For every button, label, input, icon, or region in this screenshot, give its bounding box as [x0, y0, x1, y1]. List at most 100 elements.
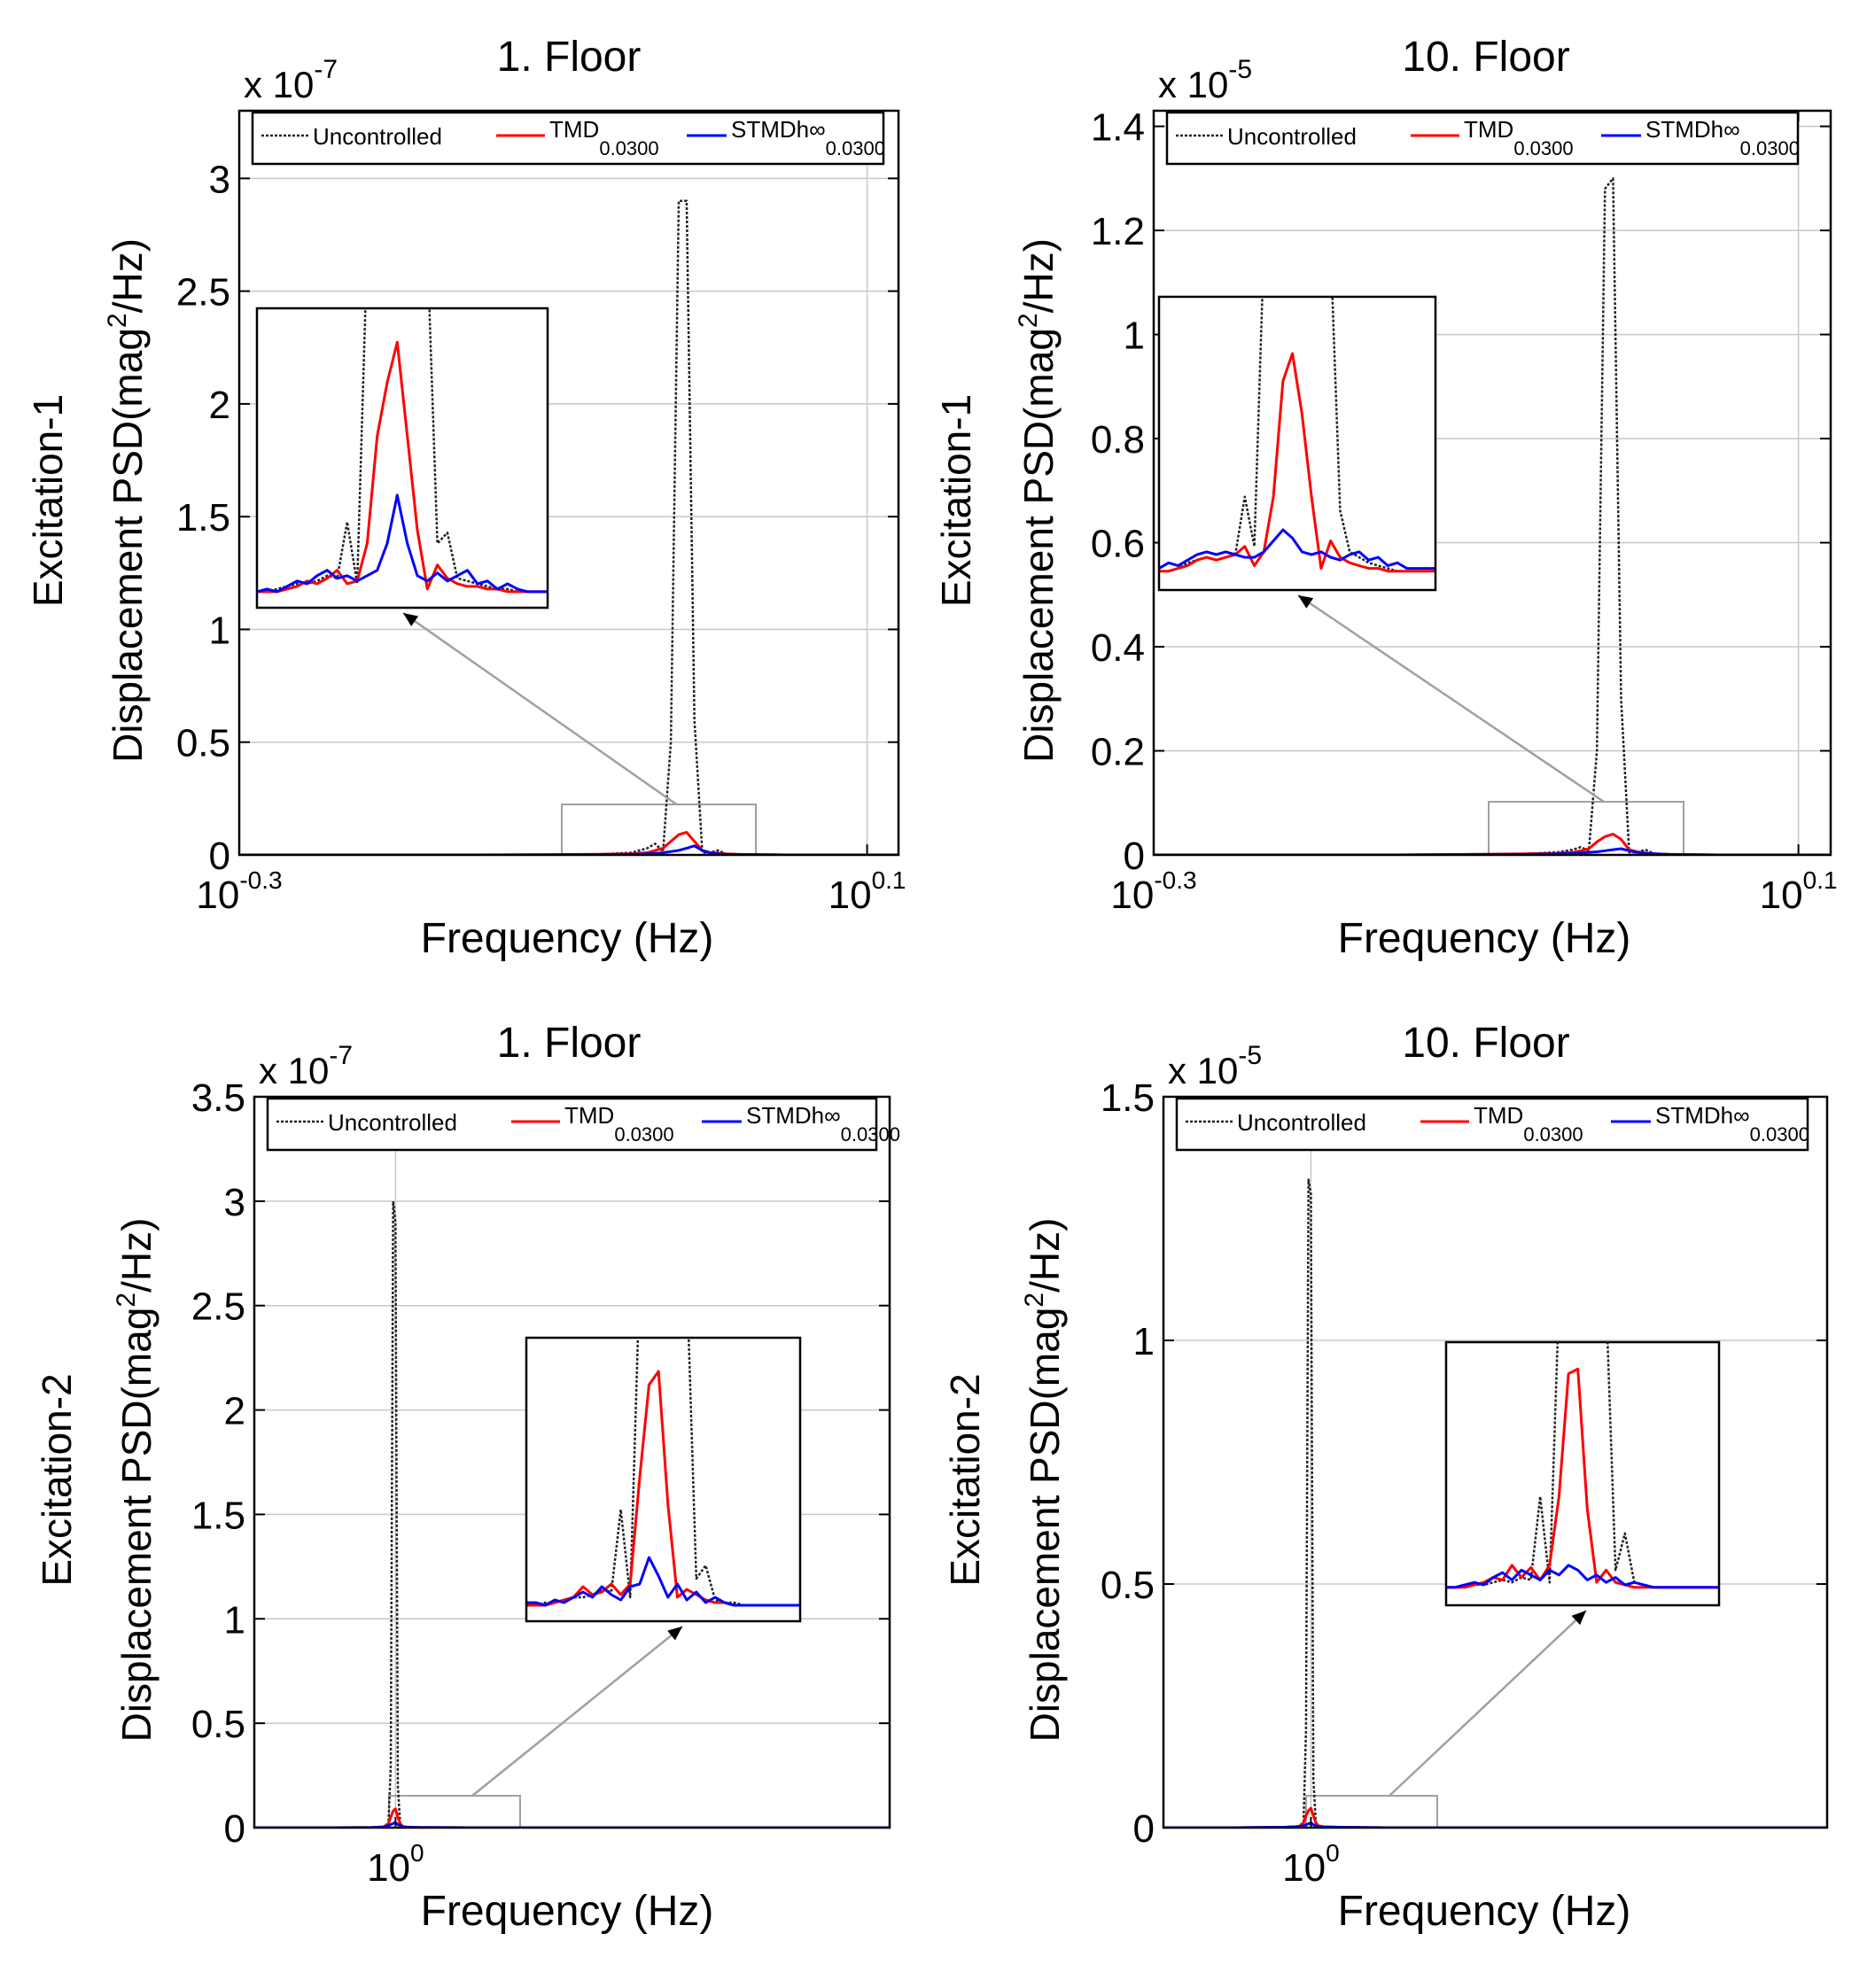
zoom-arrow: [1389, 1610, 1587, 1797]
legend-label-uncontrolled: Uncontrolled: [1227, 123, 1357, 150]
legend: Uncontrolled TMD0.0300 STMDh∞0.0300: [266, 1097, 900, 1152]
inset-background: [1159, 297, 1435, 590]
inset-frame: [1157, 295, 1437, 592]
legend-box: [1165, 111, 1800, 166]
x-tick-label: 100.1: [828, 866, 906, 917]
legend-label-uncontrolled: Uncontrolled: [328, 1109, 457, 1136]
zoom-arrow: [402, 611, 678, 806]
inset-line-stmd: [257, 493, 548, 594]
y-tick-label: 0.8: [1091, 418, 1145, 462]
inset-series-group: [526, 1338, 800, 1607]
subplot-4: 0 0.5 1 1.5 100 x 10-5 10. Floor Frequency (Hz)…: [942, 1020, 1829, 1935]
y-multiplier: x 10-5: [1168, 1041, 1262, 1091]
y-axis-label-line1: Excitation-1: [933, 394, 979, 607]
inset-zoom: [1444, 1340, 1721, 1607]
y-axis-label-line1: Excitation-2: [942, 1373, 988, 1586]
inset-background: [1446, 1342, 1719, 1605]
legend: Uncontrolled TMD0.0300 STMDh∞0.0300: [1175, 1097, 1809, 1152]
legend-box: [1175, 1097, 1809, 1152]
legend: Uncontrolled TMD0.0300 STMDh∞0.0300: [1165, 111, 1800, 166]
inset-line-stmd: [1446, 1564, 1719, 1589]
zoom-arrow-head: [403, 613, 419, 626]
y-axis-label-line2: Displacement PSD(mag2/Hz): [103, 238, 151, 763]
axes-frame: [253, 1095, 891, 1829]
y-tick-label: 0: [209, 835, 230, 878]
y-tick-label: 3.5: [191, 1076, 245, 1120]
inset-line-stmd: [1159, 528, 1435, 571]
x-axis-label: Frequency (Hz): [421, 1888, 714, 1935]
inset-frame: [525, 1336, 802, 1623]
zoom-arrow: [1297, 594, 1605, 804]
subplot-3: 0 0.5 1 1.5 2 2.5 3 3.5 100 x 10-7 1. Floor Frequen…: [34, 1020, 900, 1935]
inset-zoom: [525, 1336, 802, 1623]
inset-line-uncontrolled: [1159, 297, 1435, 572]
legend-box: [266, 1097, 878, 1152]
series-line-tmd: [239, 831, 898, 855]
inset-background: [257, 308, 548, 608]
y-tick-label: 0.5: [191, 1703, 245, 1746]
legend-label-tmd: TMD0.0300: [1464, 116, 1574, 159]
y-tick-label: 0: [224, 1807, 245, 1851]
y-tick-label: 1.4: [1091, 106, 1145, 150]
zoom-arrow-head: [667, 1627, 682, 1641]
y-tick-label: 1.5: [1101, 1076, 1155, 1120]
y-tick-label: 2: [209, 384, 230, 427]
axes-frame: [237, 109, 900, 857]
y-tick-label: 2.5: [191, 1285, 245, 1329]
y-tick-label: 0.6: [1091, 523, 1145, 566]
x-tick-label: 100: [367, 1839, 424, 1890]
zoom-arrow-head: [1571, 1611, 1586, 1626]
legend-label-stmd: STMDh∞0.0300: [731, 116, 885, 159]
legend-label-stmd: STMDh∞0.0300: [1645, 116, 1800, 159]
legend-label-stmd: STMDh∞0.0300: [746, 1102, 900, 1145]
zoom-region: [1488, 801, 1684, 856]
x-tick-label: 10-0.3: [1110, 866, 1196, 917]
y-multiplier: x 10-7: [244, 55, 338, 105]
inset-frame: [1444, 1340, 1721, 1607]
chart-title: 10. Floor: [1402, 1020, 1569, 1067]
chart-title: 1. Floor: [497, 1020, 642, 1067]
inset-frame: [255, 307, 549, 610]
legend-label-tmd: TMD0.0300: [564, 1102, 674, 1145]
zoom-arrow-head: [1298, 595, 1314, 609]
legend-label-stmd: STMDh∞0.0300: [1655, 1102, 1809, 1145]
y-tick-label: 0.5: [176, 722, 230, 765]
y-axis-label-line2: Displacement PSD(mag2/Hz): [112, 1218, 159, 1743]
zoom-region: [388, 1795, 521, 1829]
inset-zoom: [255, 307, 549, 610]
inset-series-group: [257, 308, 548, 594]
y-tick-label: 1.5: [176, 496, 230, 540]
x-axis-label: Frequency (Hz): [1338, 915, 1631, 962]
y-axis-label-line2: Displacement PSD(mag2/Hz): [1014, 238, 1062, 763]
y-tick-label: 3: [209, 158, 230, 201]
axes-frame: [1162, 1095, 1829, 1829]
y-axis-label-line1: Excitation-2: [34, 1373, 80, 1586]
series-line-tmd: [1154, 833, 1831, 855]
zoom-region: [1305, 1795, 1438, 1829]
y-tick-label: 1: [224, 1598, 245, 1642]
series-line-tmd: [254, 1807, 890, 1828]
inset-line-stmd: [526, 1556, 800, 1607]
x-tick-label: 100.1: [1760, 866, 1838, 917]
y-tick-label: 0: [1124, 835, 1145, 878]
y-multiplier: x 10-5: [1158, 55, 1252, 105]
chart-title: 1. Floor: [497, 34, 642, 81]
y-multiplier: x 10-7: [259, 1041, 353, 1091]
inset-background: [526, 1338, 800, 1621]
legend-label-tmd: TMD0.0300: [1474, 1102, 1583, 1145]
zoom-arrow: [471, 1626, 683, 1797]
legend-box: [251, 111, 885, 166]
y-tick-label: 0: [1133, 1807, 1155, 1851]
subplot-2: 0 0.2 0.4 0.6 0.8 1 1.2 1.4 10-0.3 100.1 x 10-5 10.…: [933, 34, 1838, 962]
legend-label-uncontrolled: Uncontrolled: [1237, 1109, 1366, 1136]
legend-label-tmd: TMD0.0300: [549, 116, 659, 159]
x-axis-label: Frequency (Hz): [1338, 1888, 1631, 1935]
y-axis-label-line1: Excitation-1: [25, 394, 71, 607]
chart-title: 10. Floor: [1402, 34, 1569, 81]
legend: Uncontrolled TMD0.0300 STMDh∞0.0300: [251, 111, 885, 166]
y-tick-label: 0.2: [1091, 731, 1145, 774]
y-tick-label: 0.5: [1101, 1564, 1155, 1607]
inset-series-group: [1446, 1342, 1719, 1589]
y-axis-label-line2: Displacement PSD(mag2/Hz): [1020, 1218, 1068, 1743]
